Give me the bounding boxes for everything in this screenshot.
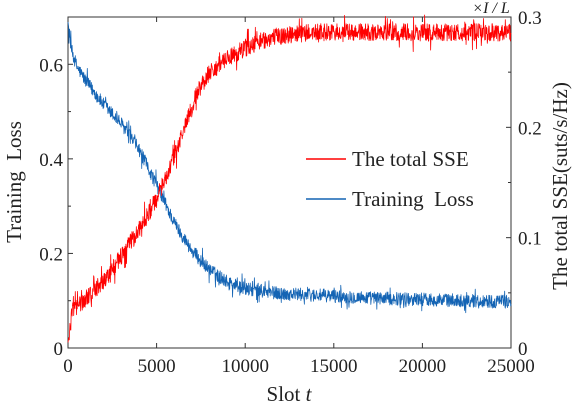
y-right-tick-label: 0 — [518, 339, 528, 360]
y-left-tick-label: 0.4 — [39, 150, 63, 171]
x-tick-label: 10000 — [221, 356, 269, 377]
x-tick-label: 5000 — [138, 356, 176, 377]
y-right-tick-label: 0.2 — [518, 118, 542, 139]
x-tick-label: 0 — [63, 356, 73, 377]
x-tick-label: 20000 — [399, 356, 447, 377]
y-right-tick-label: 0.1 — [518, 229, 542, 250]
y-left-axis-title: Training Loss — [2, 121, 26, 243]
y-right-axis-title: The total SSE(suts/s/Hz) — [548, 82, 572, 290]
series-layer — [67, 14, 512, 343]
y-left-tick-label: 0.6 — [39, 55, 63, 76]
right-axis-multiplier: ×I / L — [472, 0, 510, 17]
series-line-sse — [67, 14, 512, 343]
x-tick-label: 15000 — [310, 356, 358, 377]
tick-layer: 0 5000 10000 15000 20000 2500000.20.40.600.10… — [39, 8, 542, 377]
legend-label-sse: The total SSE — [352, 147, 469, 171]
y-left-tick-label: 0 — [54, 339, 64, 360]
y-right-tick-label: 0.3 — [518, 8, 542, 29]
legend-label-training-loss: Training Loss — [352, 187, 474, 211]
x-tick-label: 25000 — [487, 356, 535, 377]
x-axis-title: Slot t — [267, 382, 313, 406]
legend: The total SSE Training Loss — [306, 147, 474, 211]
y-left-tick-label: 0.2 — [39, 244, 63, 265]
series-line-training-loss — [67, 21, 512, 314]
